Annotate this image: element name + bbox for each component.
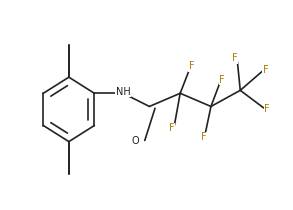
Text: F: F: [263, 64, 269, 75]
Text: NH: NH: [116, 87, 130, 97]
Text: F: F: [189, 61, 195, 71]
Text: F: F: [231, 53, 237, 63]
Text: F: F: [264, 104, 270, 114]
Text: F: F: [200, 132, 206, 142]
Text: F: F: [169, 123, 175, 133]
Text: O: O: [132, 136, 139, 146]
Text: F: F: [219, 75, 225, 85]
